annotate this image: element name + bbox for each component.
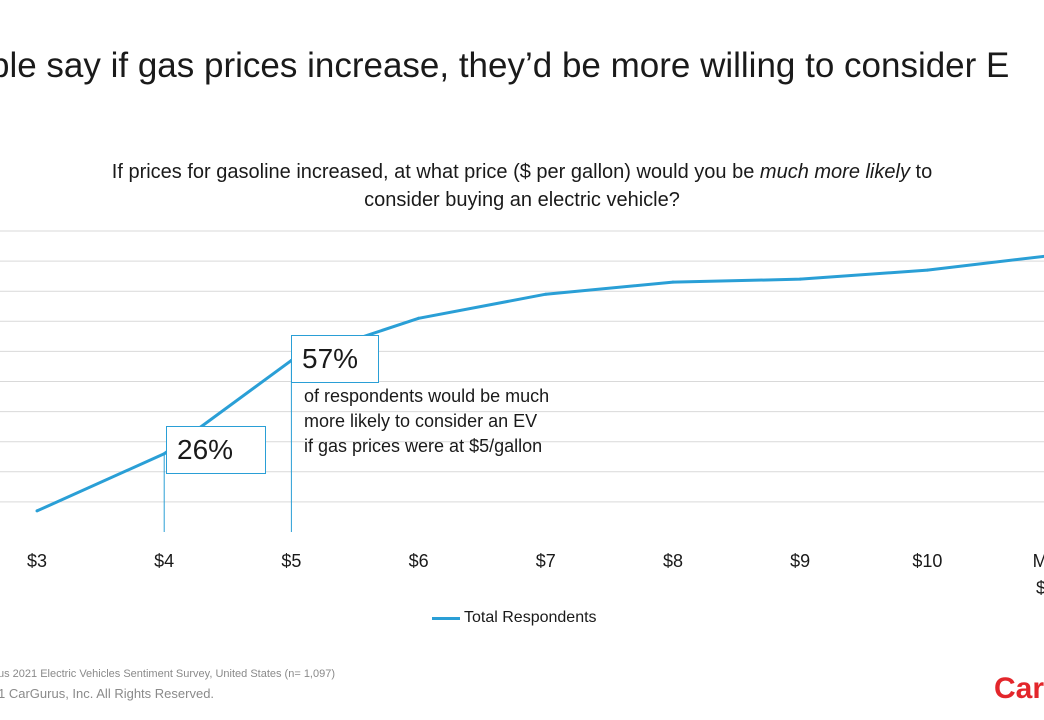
data-point (35, 509, 39, 513)
chart-legend: Total Respondents (432, 609, 597, 627)
data-point (798, 277, 802, 281)
data-point (417, 316, 421, 320)
question-part-1: If prices for gasoline increased, at wha… (111, 161, 760, 183)
data-point (544, 292, 548, 296)
data-point (925, 268, 929, 272)
legend-swatch (432, 616, 460, 620)
data-point (162, 452, 166, 456)
callout-note-line-1: of respondents would be much (304, 386, 550, 406)
x-tick-label: $9 (790, 551, 810, 571)
legend-label: Total Respondents (464, 609, 597, 626)
x-tick-label: $6 (409, 551, 429, 571)
callout-box-5: 57% (291, 335, 379, 383)
x-tick-label: $3 (27, 551, 47, 571)
x-tick-label: $5 (281, 551, 301, 571)
source-note: us 2021 Electric Vehicles Sentiment Surv… (0, 668, 336, 680)
x-tick-label: $7 (536, 551, 556, 571)
x-tick-label: $4 (154, 551, 174, 571)
chart-question: If prices for gasoline increased, at wha… (0, 158, 1044, 214)
x-tick-label: $8 (663, 551, 683, 571)
x-tick-label: Mor (1033, 551, 1044, 571)
headline: ple say if gas prices increase, they’d b… (0, 46, 1010, 85)
x-tick-label-line-2: $ (1036, 578, 1044, 598)
callout-note-line-3: if gas prices were at $5/gallon (304, 436, 543, 456)
copyright: 1 CarGurus, Inc. All Rights Reserved. (0, 686, 215, 701)
question-part-2: to (909, 161, 933, 183)
data-point (671, 280, 675, 284)
callout-note: of respondents would be much more likely… (304, 384, 549, 459)
question-line-2: consider buying an electric vehicle? (364, 189, 680, 211)
callout-note-line-2: more likely to consider an EV (304, 411, 538, 431)
cargurus-logo: Car (994, 672, 1044, 705)
question-emphasis: much more likely (759, 161, 910, 183)
x-tick-label: $10 (912, 551, 942, 571)
callout-box-4: 26% (166, 426, 266, 474)
